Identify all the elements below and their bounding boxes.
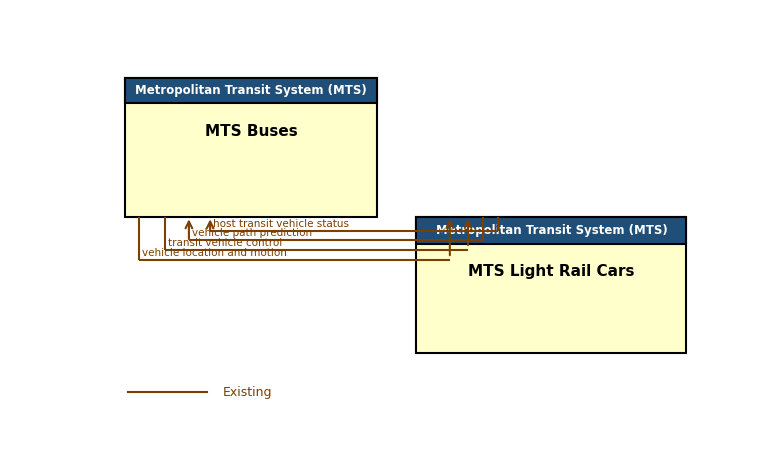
Text: MTS Buses: MTS Buses bbox=[204, 124, 298, 139]
Text: vehicle path prediction: vehicle path prediction bbox=[192, 228, 312, 238]
Text: MTS Light Rail Cars: MTS Light Rail Cars bbox=[468, 264, 635, 279]
Text: transit vehicle control: transit vehicle control bbox=[168, 238, 282, 248]
Text: Existing: Existing bbox=[222, 386, 272, 399]
Text: Metropolitan Transit System (MTS): Metropolitan Transit System (MTS) bbox=[435, 224, 667, 237]
Bar bbox=[125, 78, 377, 217]
Text: host transit vehicle status: host transit vehicle status bbox=[213, 219, 349, 229]
Text: Metropolitan Transit System (MTS): Metropolitan Transit System (MTS) bbox=[135, 84, 367, 97]
Bar bbox=[125, 78, 377, 103]
Bar bbox=[417, 217, 687, 353]
Bar bbox=[417, 217, 687, 244]
Bar bbox=[417, 217, 687, 244]
Bar bbox=[125, 78, 377, 103]
Text: vehicle location and motion: vehicle location and motion bbox=[143, 248, 287, 258]
